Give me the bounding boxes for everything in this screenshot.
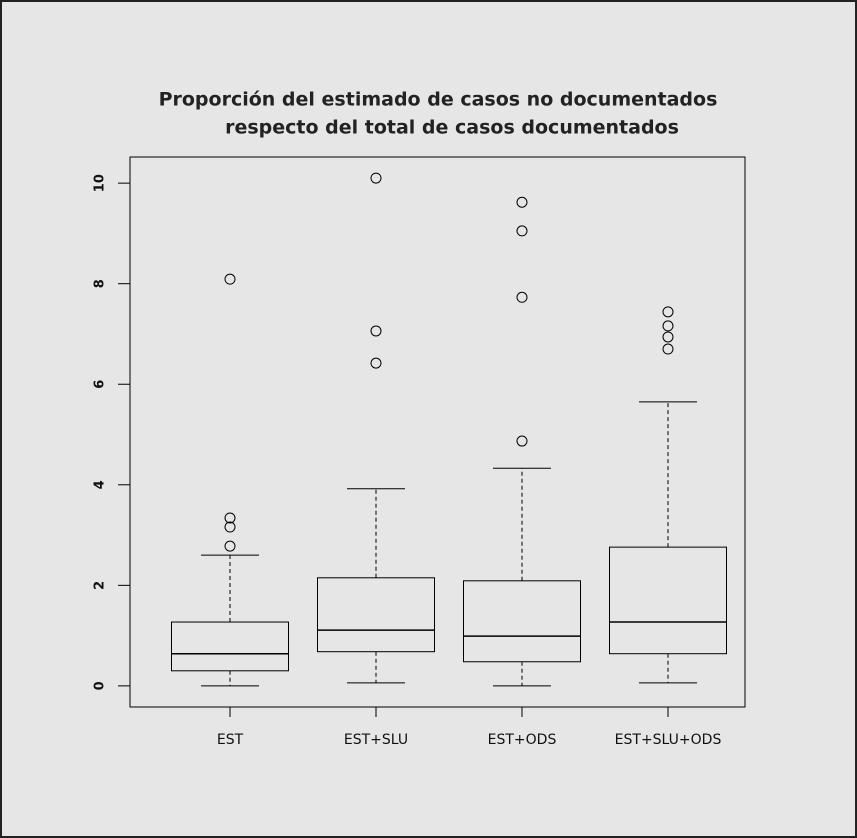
outlier: [516, 196, 528, 208]
chart-title: respecto del total de casos documentados: [225, 117, 679, 139]
outlier: [224, 273, 236, 285]
chart-title: Proporción del estimado de casos no docu…: [159, 89, 718, 111]
plot-frame: [129, 156, 746, 708]
outlier: [662, 320, 674, 332]
y-tick-label: 8: [93, 279, 108, 288]
box: [171, 621, 289, 672]
outlier: [516, 291, 528, 303]
outlier: [516, 435, 528, 447]
outlier: [224, 540, 236, 552]
y-tick-label: 6: [93, 380, 108, 389]
outlier: [662, 331, 674, 343]
y-tick-label: 10: [93, 174, 108, 192]
y-tick-label: 0: [93, 681, 108, 690]
x-tick-label: EST+ODS: [488, 732, 557, 748]
outlier: [370, 357, 382, 369]
outlier: [370, 325, 382, 337]
x-tick-label: EST+SLU: [344, 732, 408, 748]
y-tick-label: 2: [93, 581, 108, 590]
outlier: [224, 521, 236, 533]
outlier: [662, 343, 674, 355]
x-tick-label: EST: [217, 732, 244, 748]
box: [609, 546, 727, 655]
y-tick-label: 4: [93, 480, 108, 489]
outlier: [516, 225, 528, 237]
box: [317, 577, 435, 653]
outlier: [662, 306, 674, 318]
box: [463, 580, 581, 663]
outlier: [370, 172, 382, 184]
outlier: [224, 512, 236, 524]
x-tick-label: EST+SLU+ODS: [615, 732, 722, 748]
